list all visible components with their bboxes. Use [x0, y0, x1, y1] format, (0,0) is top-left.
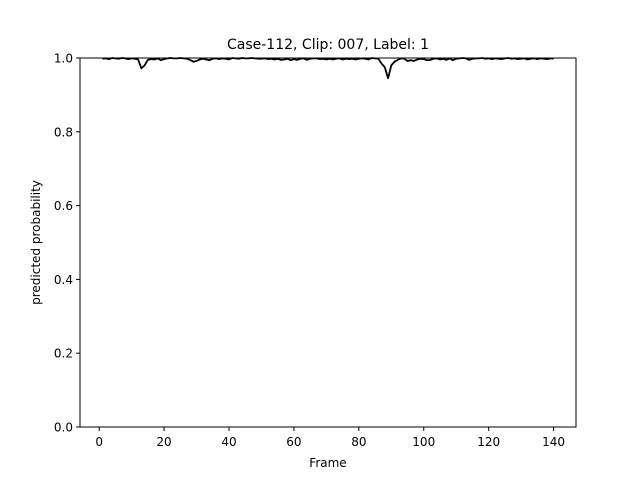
y-tick-label: 0.4 [54, 273, 73, 287]
axes-frame [79, 57, 577, 428]
x-axis-ticks: 0 20 40 60 80 100 120 140 [95, 427, 565, 449]
y-tick-label: 1.0 [54, 52, 73, 66]
x-tick-label: 60 [286, 435, 301, 449]
x-axis-label: Frame [309, 456, 346, 470]
y-tick-label: 0.0 [54, 421, 73, 435]
y-tick-label: 0.2 [54, 347, 73, 361]
x-tick-label: 20 [156, 435, 171, 449]
y-axis-ticks: 0.0 0.2 0.4 0.6 0.8 1.0 [54, 52, 80, 435]
y-tick-label: 0.8 [54, 125, 73, 139]
x-tick-label: 40 [221, 435, 236, 449]
x-tick-label: 80 [351, 435, 366, 449]
x-tick-label: 100 [412, 435, 435, 449]
y-tick-label: 0.6 [54, 199, 73, 213]
x-tick-label: 120 [477, 435, 500, 449]
x-tick-label: 0 [95, 435, 103, 449]
x-tick-label: 140 [542, 435, 565, 449]
y-axis-label: predicted probability [29, 180, 43, 305]
chart-title: Case-112, Clip: 007, Label: 1 [227, 37, 429, 53]
plot-area [79, 57, 577, 428]
